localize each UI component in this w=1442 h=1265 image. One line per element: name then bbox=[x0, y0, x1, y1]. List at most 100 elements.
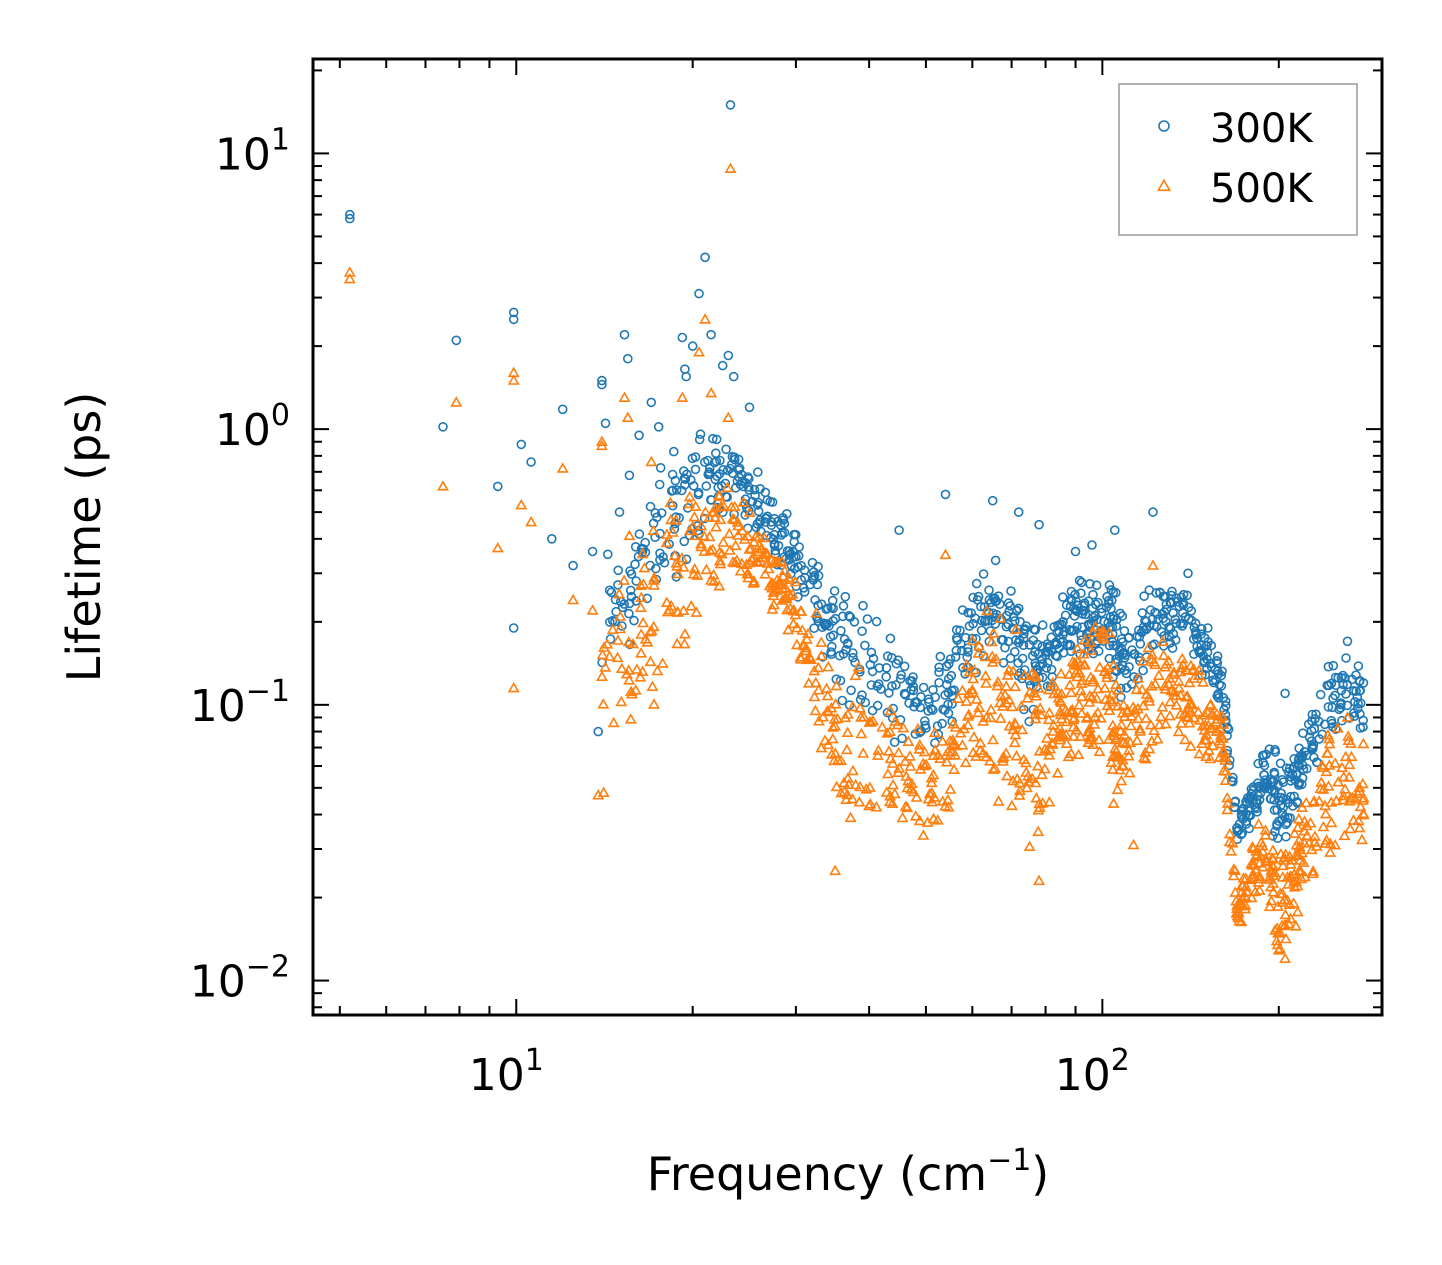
data-point-500k bbox=[1070, 723, 1083, 735]
data-point-300k bbox=[1115, 608, 1125, 619]
data-point-500k bbox=[1124, 719, 1137, 731]
data-point-300k bbox=[738, 481, 749, 492]
data-point-500k bbox=[1180, 691, 1193, 702]
data-point-500k bbox=[606, 623, 619, 635]
data-point-500k bbox=[688, 562, 701, 574]
data-point-500k bbox=[707, 506, 720, 517]
data-point-300k bbox=[947, 699, 957, 709]
data-point-500k bbox=[962, 718, 974, 730]
data-point-300k bbox=[1280, 688, 1290, 699]
data-point-300k bbox=[1005, 601, 1016, 611]
data-point-500k bbox=[945, 745, 958, 757]
data-point-500k bbox=[995, 690, 1007, 701]
data-point-500k bbox=[1221, 797, 1234, 808]
data-point-500k bbox=[666, 526, 679, 537]
data-point-500k bbox=[1273, 925, 1286, 937]
data-point-300k bbox=[655, 548, 665, 559]
data-point-500k bbox=[1038, 762, 1051, 774]
data-point-500k bbox=[972, 706, 985, 718]
data-point-500k bbox=[611, 651, 624, 663]
data-point-500k bbox=[853, 796, 866, 807]
data-point-500k bbox=[1267, 877, 1280, 888]
data-point-300k bbox=[1326, 715, 1337, 726]
data-point-300k bbox=[1126, 679, 1137, 689]
data-point-500k bbox=[846, 700, 859, 712]
data-point-500k bbox=[1140, 712, 1153, 723]
data-point-500k bbox=[627, 637, 639, 649]
data-point-300k bbox=[766, 517, 777, 527]
data-point-500k bbox=[886, 797, 899, 809]
data-point-300k bbox=[734, 472, 745, 483]
data-point-500k bbox=[1147, 559, 1159, 570]
data-point-500k bbox=[745, 542, 757, 554]
data-point-300k bbox=[664, 539, 674, 550]
data-point-500k bbox=[1127, 701, 1140, 712]
data-point-300k bbox=[1120, 650, 1131, 661]
data-point-500k bbox=[1314, 782, 1327, 794]
data-point-500k bbox=[1106, 719, 1119, 730]
data-point-500k bbox=[743, 506, 756, 517]
data-point-500k bbox=[679, 627, 691, 639]
data-point-500k bbox=[614, 610, 627, 621]
data-point-500k bbox=[897, 721, 910, 733]
data-point-300k bbox=[600, 418, 611, 429]
data-point-300k bbox=[671, 485, 682, 495]
data-point-500k bbox=[612, 634, 624, 645]
data-point-500k bbox=[1204, 722, 1217, 734]
data-point-500k bbox=[747, 577, 760, 588]
data-point-500k bbox=[927, 749, 940, 761]
data-point-300k bbox=[613, 580, 623, 590]
data-point-300k bbox=[874, 663, 885, 673]
data-point-300k bbox=[667, 485, 678, 496]
data-point-500k bbox=[1008, 736, 1021, 748]
data-point-500k bbox=[1288, 876, 1300, 887]
data-point-500k bbox=[1111, 700, 1124, 711]
data-point-300k bbox=[1298, 728, 1308, 739]
data-point-500k bbox=[782, 623, 795, 635]
data-point-300k bbox=[687, 341, 698, 351]
data-point-500k bbox=[921, 816, 934, 827]
data-point-300k bbox=[1353, 661, 1364, 671]
data-point-500k bbox=[635, 628, 648, 639]
data-point-500k bbox=[917, 829, 930, 840]
data-point-500k bbox=[567, 593, 580, 605]
data-point-500k bbox=[1357, 791, 1370, 803]
data-point-300k bbox=[1203, 623, 1213, 633]
data-point-500k bbox=[777, 570, 790, 581]
data-point-500k bbox=[603, 650, 616, 661]
data-point-500k bbox=[1036, 768, 1048, 780]
data-point-500k bbox=[985, 635, 998, 647]
data-point-500k bbox=[904, 760, 917, 771]
data-point-300k bbox=[908, 672, 918, 682]
data-point-500k bbox=[1033, 801, 1046, 813]
data-point-300k bbox=[707, 433, 718, 444]
y-tick-label: 101 bbox=[215, 122, 290, 180]
data-point-500k bbox=[1253, 884, 1266, 895]
data-point-500k bbox=[1341, 711, 1354, 722]
data-point-500k bbox=[595, 435, 608, 447]
data-point-300k bbox=[784, 554, 795, 565]
data-point-300k bbox=[1189, 649, 1199, 660]
data-point-300k bbox=[849, 617, 860, 627]
data-point-500k bbox=[960, 695, 973, 706]
data-point-500k bbox=[1007, 774, 1020, 786]
data-point-500k bbox=[1130, 683, 1143, 695]
data-point-500k bbox=[1342, 734, 1355, 746]
data-point-300k bbox=[712, 471, 722, 482]
data-point-500k bbox=[1115, 718, 1128, 730]
data-point-300k bbox=[624, 608, 634, 619]
data-point-500k bbox=[728, 500, 741, 512]
data-point-500k bbox=[1030, 704, 1043, 715]
data-point-500k bbox=[1278, 893, 1291, 905]
data-point-300k bbox=[677, 332, 688, 343]
data-point-500k bbox=[670, 557, 683, 568]
data-point-300k bbox=[1165, 623, 1176, 634]
data-point-300k bbox=[1252, 803, 1262, 814]
data-point-300k bbox=[1156, 626, 1167, 637]
data-point-300k bbox=[1355, 709, 1365, 719]
data-point-500k bbox=[644, 655, 657, 667]
data-point-500k bbox=[525, 515, 538, 527]
data-point-500k bbox=[1332, 775, 1345, 787]
data-point-500k bbox=[1193, 714, 1206, 725]
data-point-500k bbox=[713, 546, 726, 557]
